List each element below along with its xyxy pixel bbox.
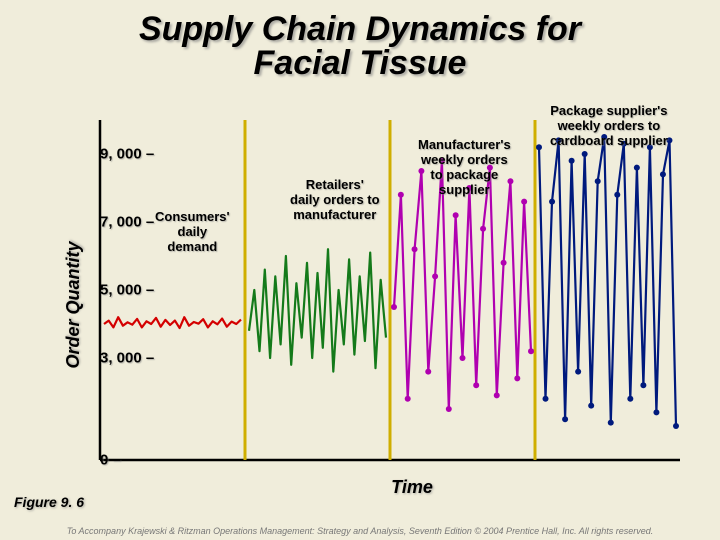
ann_supplier: Package supplier's weekly orders to card… [550, 104, 668, 149]
x-axis-label: Time [391, 477, 433, 498]
slide-title: Supply Chain Dynamics for Facial Tissue [0, 0, 720, 80]
title-line-2: Facial Tissue [254, 44, 467, 82]
ann_consumers: Consumers' daily demand [155, 210, 230, 255]
footer-text: To Accompany Krajewski & Ritzman Operati… [0, 526, 720, 536]
title-line-1: Supply Chain Dynamics for [139, 10, 581, 48]
ann_manufacturer: Manufacturer's weekly orders to package … [418, 138, 511, 198]
figure-label: Figure 9. 6 [14, 494, 84, 510]
chart-area: Order Quantity 9, 000 –7, 000 –5, 000 –3… [60, 120, 700, 490]
ann_retailers: Retailers' daily orders to manufacturer [290, 178, 380, 223]
